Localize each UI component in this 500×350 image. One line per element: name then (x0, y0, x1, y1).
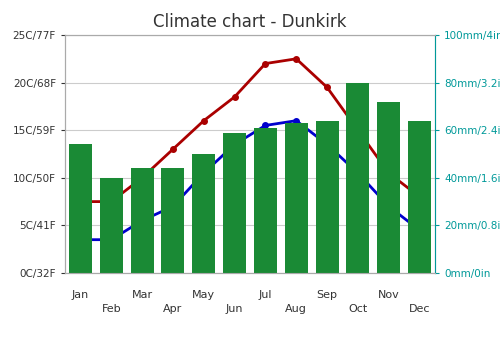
Text: May: May (192, 290, 216, 300)
Bar (377, 102, 400, 273)
Text: Jul: Jul (258, 290, 272, 300)
Bar (162, 168, 184, 273)
Text: Aug: Aug (286, 303, 307, 314)
Text: Oct: Oct (348, 303, 368, 314)
Text: Jun: Jun (226, 303, 244, 314)
Text: Jan: Jan (72, 290, 89, 300)
Bar (408, 121, 431, 273)
Bar (192, 154, 216, 273)
Text: Feb: Feb (102, 303, 121, 314)
Bar (223, 133, 246, 273)
Text: Sep: Sep (316, 290, 338, 300)
Bar (69, 145, 92, 273)
Text: Mar: Mar (132, 290, 152, 300)
Text: Dec: Dec (409, 303, 430, 314)
Bar (316, 121, 338, 273)
Bar (130, 168, 154, 273)
Text: Apr: Apr (164, 303, 182, 314)
Bar (284, 123, 308, 273)
Bar (254, 128, 277, 273)
Text: Nov: Nov (378, 290, 400, 300)
Bar (100, 178, 123, 273)
Bar (346, 83, 370, 273)
Title: Climate chart - Dunkirk: Climate chart - Dunkirk (153, 13, 347, 31)
